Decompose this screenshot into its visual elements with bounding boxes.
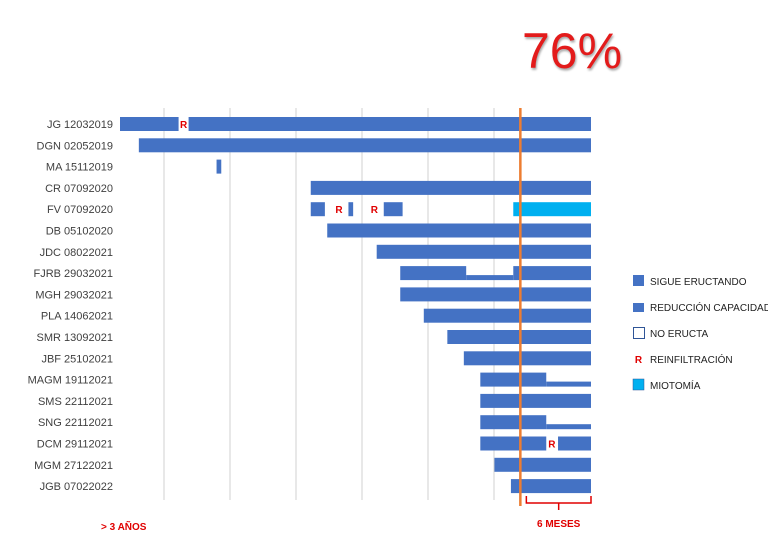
row-label: FV 07092020 [47, 204, 113, 216]
miotomia-bar [513, 202, 591, 217]
row-label: FJRB 29032021 [34, 268, 114, 280]
reduccion-bar [466, 275, 514, 281]
legend-symbol-reinf: R [635, 355, 643, 366]
reduccion-bar [546, 424, 591, 430]
row-label: JGB 07022022 [40, 481, 113, 493]
sigue-bar [480, 436, 547, 451]
row-label: SNG 22112021 [38, 417, 113, 429]
sigue-bar [327, 223, 591, 238]
legend-label: MIOTOMÍA [650, 379, 701, 392]
sigue-bar [310, 202, 325, 217]
sigue-bar [348, 202, 354, 217]
legend-swatch-sigue [633, 275, 644, 286]
sigue-bar [480, 372, 547, 387]
row-label: JG 12032019 [47, 119, 113, 131]
legend-label: REDUCCIÓN CAPACIDAD [650, 301, 768, 314]
reduccion-bar [546, 381, 591, 387]
reinfiltration-mark-bg [178, 117, 189, 131]
sigue-bar [480, 415, 547, 430]
row-label: DGN 02052019 [37, 140, 113, 152]
row-label: MGM 27122021 [34, 460, 113, 472]
footer-left-label: > 3 AÑOS [101, 520, 147, 533]
row-label: JBF 25102021 [41, 353, 113, 365]
sigue-bar [463, 351, 591, 366]
row-label: MGH 29032021 [35, 289, 113, 301]
sigue-bar [423, 308, 591, 323]
sigue-bar [400, 287, 591, 302]
footer-right-label: 6 MESES [537, 519, 581, 530]
legend-label: NO ERUCTA [650, 329, 708, 340]
legend-label: SIGUE ERUCTANDO [650, 277, 747, 288]
reinfiltration-mark-bg [546, 436, 557, 451]
six-month-bracket [525, 496, 592, 504]
reinfiltration-mark-bg [334, 202, 345, 217]
reinfiltration-mark-bg [369, 202, 380, 217]
row-label: JDC 08022021 [40, 247, 113, 259]
legend-swatch-miotomia [632, 378, 645, 391]
row-label: MA 15112019 [46, 162, 113, 174]
legend-swatch-no [633, 327, 645, 339]
sigue-bar [376, 244, 591, 259]
sigue-bar [188, 117, 592, 131]
row-label: PLA 14062021 [41, 311, 113, 323]
row-label: MAGM 19112021 [28, 375, 113, 387]
reinfiltration-mark: R [180, 120, 188, 131]
sigue-bar [558, 436, 591, 451]
sigue-bar [513, 266, 591, 281]
sigue-bar [120, 117, 182, 131]
row-label: SMS 22112021 [38, 396, 113, 408]
row-label: CR 07092020 [45, 183, 113, 195]
legend-swatch-reduccion [633, 303, 644, 312]
reinfiltration-mark: R [548, 440, 556, 451]
legend-label: REINFILTRACIÓN [650, 353, 733, 366]
sigue-bar [216, 159, 222, 174]
sigue-bar [310, 180, 591, 195]
sigue-bar [510, 479, 591, 494]
sigue-bar [400, 266, 467, 281]
sigue-bar [494, 457, 591, 472]
sigue-bar [480, 393, 591, 408]
row-label: DCM 29112021 [37, 439, 113, 451]
row-label: DB 05102020 [46, 226, 113, 238]
reinfiltration-mark: R [371, 205, 379, 216]
headline-percentage: 76% [522, 23, 623, 79]
row-label: SMR 13092021 [37, 332, 113, 344]
sigue-bar [383, 202, 403, 217]
sigue-bar [138, 138, 591, 153]
reinfiltration-mark: R [335, 205, 343, 216]
